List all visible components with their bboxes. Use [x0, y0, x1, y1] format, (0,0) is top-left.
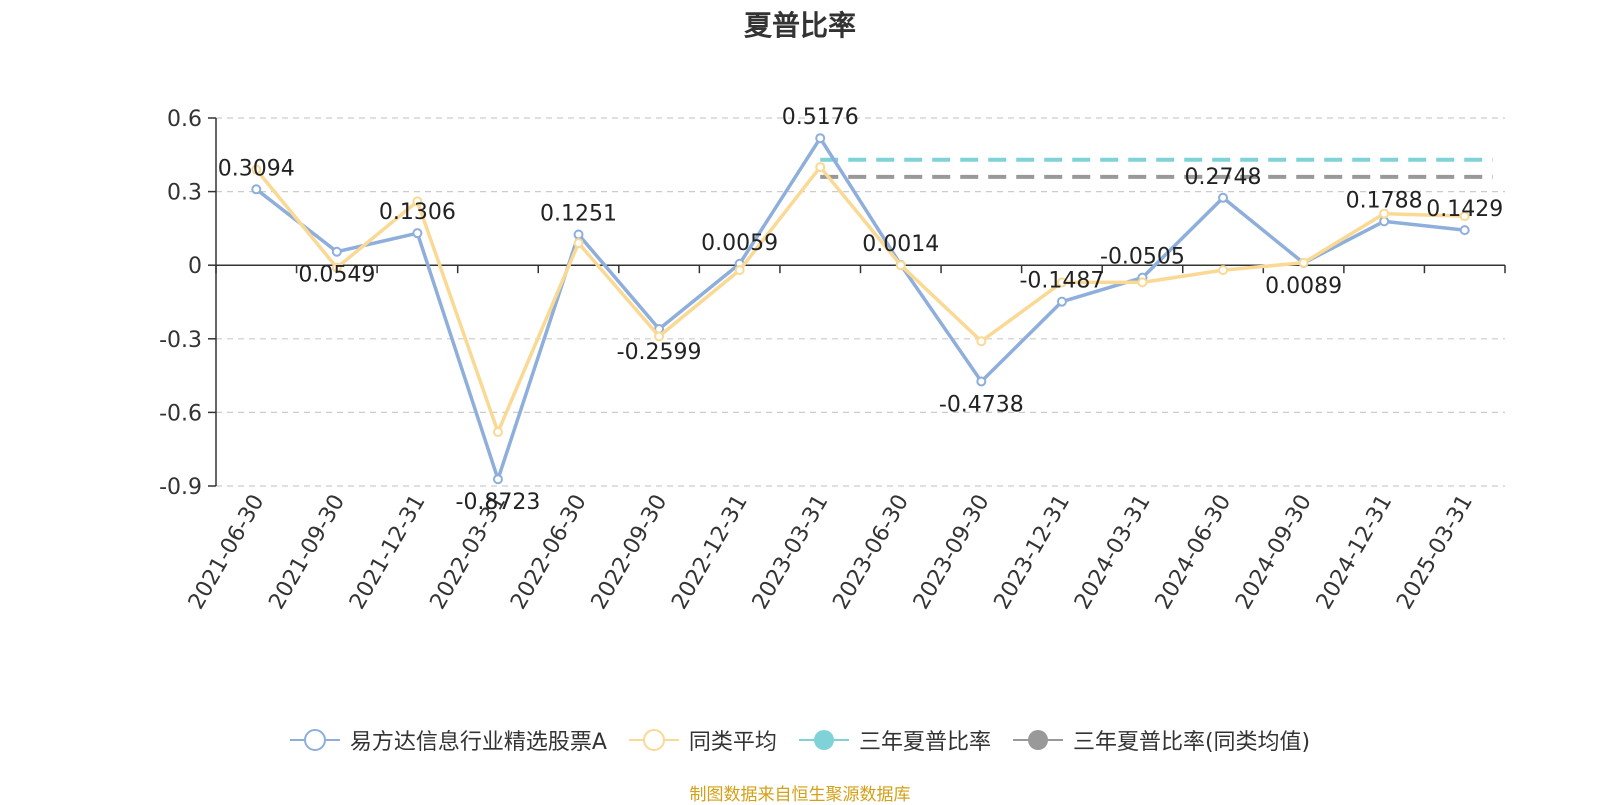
fund-series-point [492, 474, 503, 485]
y-tick-label: -0.3 [159, 328, 202, 353]
x-tick-label: 2024-06-30 [1151, 491, 1237, 614]
legend-marker-three-year-icon [798, 730, 849, 750]
fund-series-point [1056, 296, 1067, 307]
fund-series-point [1459, 225, 1470, 236]
peer-series-point [1298, 257, 1309, 268]
y-tick-label: 0.6 [167, 107, 202, 132]
x-tick-label: 2023-12-31 [990, 491, 1076, 614]
data-label: 0.5176 [782, 105, 859, 130]
x-tick-label: 2025-03-31 [1392, 491, 1478, 614]
x-tick-label: 2022-12-31 [667, 491, 753, 614]
series-layer [251, 133, 1470, 485]
y-tick-label: -0.6 [159, 401, 202, 426]
peer-series-point [654, 331, 665, 342]
x-tick-label: 2024-09-30 [1231, 491, 1317, 614]
data-label: 0.1429 [1426, 197, 1503, 222]
peer-series-point [1137, 277, 1148, 288]
x-tick-label: 2023-06-30 [828, 491, 914, 614]
data-label: -0.1487 [1019, 269, 1104, 294]
data-label: -0.8723 [456, 490, 541, 515]
peer-series-point [815, 162, 826, 173]
legend-label-three-year-peer: 三年夏普比率(同类均值) [1072, 730, 1311, 755]
data-label: -0.2599 [617, 340, 702, 365]
x-tick-label: 2021-06-30 [184, 491, 270, 614]
peer-series-point [573, 238, 584, 249]
data-label-layer: 0.3094 0.0549 0.1306 -0.8723 0.1251 -0.2599 0.… [218, 105, 1503, 515]
peer-series-point [1218, 265, 1229, 276]
grid-layer [216, 117, 1505, 487]
legend-label-fund: 易方达信息行业精选股票A [349, 730, 607, 755]
fund-series-point [412, 228, 423, 239]
legend-marker-fund-icon [289, 729, 340, 751]
y-tick-label: 0 [188, 254, 202, 279]
fund-series-point [1218, 192, 1229, 203]
legend-item-fund[interactable]: 易方达信息行业精选股票A [289, 724, 607, 756]
legend-marker-peer-icon [628, 729, 679, 751]
peer-series-line [254, 165, 1465, 434]
peer-series-point [976, 336, 987, 347]
peer-series-point [1379, 208, 1390, 219]
reference-lines-layer [820, 157, 1493, 179]
y-tick-label: -0.9 [159, 475, 202, 500]
x-tick-label: 2022-09-30 [587, 491, 673, 614]
x-tick-label: 2023-03-31 [748, 491, 834, 614]
peer-series-point [251, 164, 262, 175]
peer-series-point [1056, 277, 1067, 288]
peer-series-point [1459, 211, 1470, 222]
chart-legend: 易方达信息行业精选股票A 同类平均 三年夏普比率 三年夏普比率(同类均值) [0, 724, 1600, 756]
fund-series-point [251, 184, 262, 195]
data-label: 0.1306 [379, 200, 456, 225]
source-note: 制图数据来自恒生聚源数据库 [689, 785, 911, 805]
data-label: -0.4738 [939, 392, 1024, 417]
fund-series-point [976, 376, 987, 387]
data-label: 0.2748 [1185, 165, 1262, 190]
x-tick-label: 2021-12-31 [345, 491, 431, 614]
x-tick-label: 2024-12-31 [1312, 491, 1398, 614]
data-label: 0.3094 [218, 156, 295, 181]
data-label: 0.1251 [540, 202, 617, 227]
legend-item-three-year-peer[interactable]: 三年夏普比率(同类均值) [1012, 724, 1311, 756]
chart-title: 夏普比率 [743, 9, 856, 42]
data-label: 0.0014 [862, 232, 939, 257]
legend-marker-three-year-peer-icon [1012, 730, 1063, 750]
peer-series-point [895, 260, 906, 271]
legend-item-three-year[interactable]: 三年夏普比率 [798, 724, 991, 756]
peer-series-point [412, 196, 423, 207]
peer-series-point [492, 427, 503, 438]
data-label: 0.0549 [298, 263, 375, 288]
peer-series-point [734, 265, 745, 276]
x-tick-label: 2024-03-31 [1070, 491, 1156, 614]
data-label: 0.0059 [701, 231, 778, 256]
legend-label-three-year: 三年夏普比率 [858, 730, 991, 755]
fund-series-point [573, 229, 584, 240]
x-tick-label: 2021-09-30 [264, 491, 350, 614]
fund-series-line [255, 136, 1465, 481]
data-label: -0.0505 [1100, 245, 1185, 270]
y-tick-label: 0.3 [167, 181, 202, 206]
legend-item-peer[interactable]: 同类平均 [628, 724, 777, 756]
legend-label-peer: 同类平均 [688, 730, 777, 755]
data-label: 0.1788 [1346, 188, 1423, 213]
fund-series-point [331, 246, 342, 257]
fund-series-point [815, 133, 826, 144]
data-label: 0.0089 [1265, 274, 1342, 299]
x-tick-label: 2023-09-30 [909, 491, 995, 614]
peer-series-point [331, 262, 342, 273]
